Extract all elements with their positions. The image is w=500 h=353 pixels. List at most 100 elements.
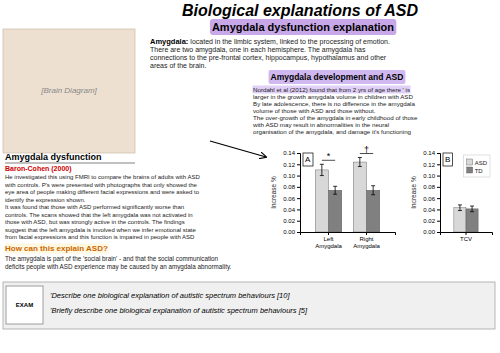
panel-label-box [303, 153, 313, 166]
legend-swatch [467, 167, 473, 173]
series [315, 158, 366, 232]
bar [329, 190, 342, 232]
x-tick-mark [466, 232, 467, 235]
how-text: The amygdala is part of the 'social brai… [5, 255, 219, 263]
x-tick: LeftAmygdala [315, 232, 342, 249]
panel-label: A [305, 155, 311, 164]
development-text: organisation of the amygdala, and damage… [253, 128, 412, 135]
exam-box [3, 282, 495, 329]
development-text: larger in the growth amygdala volume in … [253, 93, 413, 100]
y-tick-label: 0.08 [283, 184, 295, 190]
y-tick: 0.08 [423, 184, 440, 190]
axis-line [437, 154, 441, 233]
dysfunction-text: eye area of people making different faci… [5, 189, 200, 195]
y-tick-mark [297, 198, 300, 199]
y-tick-label: 0.06 [283, 196, 295, 202]
y-tick: 0.10 [283, 173, 300, 179]
panel-label: B [445, 155, 450, 164]
brain-placeholder-label: [Brain Diagram] [40, 86, 97, 95]
error-bar [358, 158, 362, 167]
dysfunction-text: with controls. P's were presented with p… [4, 182, 198, 188]
y-tick-mark [437, 221, 440, 222]
x-tick-label-line: Left [323, 236, 333, 242]
y-tick-mark [297, 209, 300, 210]
x-tick-mark [366, 232, 367, 235]
amygdala-text: located in the limbic system, linked to … [190, 38, 390, 46]
plot-marks [315, 158, 380, 232]
title: Biological explanations of ASD [182, 2, 418, 19]
legend-label: TD [475, 168, 484, 174]
y-tick: 0.00 [283, 229, 300, 235]
amygdala-text: There are two amygdala, one in each hemi… [150, 46, 366, 54]
axis-line [297, 154, 301, 233]
y-tick-mark [297, 164, 300, 165]
x-axis: TCV [441, 232, 493, 242]
axis-line [301, 233, 396, 236]
y-tick-label: 0.12 [283, 162, 295, 168]
y-tick-mark [437, 187, 440, 188]
y-tick-mark [437, 164, 440, 165]
y-tick: 0.00 [423, 229, 440, 235]
x-tick-label: TCV [460, 236, 472, 242]
y-axis: 0.000.020.040.060.080.100.120.14 [423, 150, 440, 235]
development-text: Nordahl et al (2012) found that from 2 y… [253, 86, 410, 93]
x-tick-label-line: Amygdala [353, 243, 380, 249]
y-axis: 0.00 0.02 0.04 0.06 0.08 0.10 0.12 0.14 [283, 150, 300, 235]
exam-icon [6, 286, 43, 324]
development-text: with ASD may result in abnormalities in … [252, 121, 389, 128]
x-tick-mark [328, 232, 329, 235]
infographic: Biological explanations of ASDAmygdala d… [0, 0, 500, 353]
x-tick-label-line: Amygdala [315, 243, 342, 249]
dysfunction-author: Baron-Cohen (2000) [5, 165, 72, 173]
y-tick-label: 0.08 [423, 184, 435, 190]
y-tick: 0.12 [283, 162, 300, 168]
y-tick-mark [437, 232, 440, 233]
error-bar [470, 206, 474, 212]
y-tick: 0.02 [283, 218, 300, 224]
bar [353, 162, 366, 232]
series [454, 205, 466, 232]
y-tick-label: 0.04 [423, 207, 435, 213]
y-tick-label: 0.02 [283, 218, 295, 224]
y-tick-mark [437, 198, 440, 199]
significance-marker: † [364, 145, 369, 155]
y-tick-label: 0.14 [423, 150, 435, 156]
development-text: The over-growth of the amygdala in early… [253, 114, 418, 121]
plot-marks [454, 205, 478, 232]
y-tick-label: 0.00 [423, 229, 435, 235]
y-tick-mark [297, 187, 300, 188]
y-tick: 0.04 [283, 207, 300, 213]
exam-text: 'Briefly describe one biological explana… [50, 306, 308, 315]
y-tick-label: 0.06 [423, 196, 435, 202]
y-tick-mark [297, 232, 300, 233]
dysfunction-text: identify the expression shown. [5, 197, 86, 203]
y-tick: 0.04 [423, 207, 440, 213]
amygdala-text: connections to the pre-frontal cortex, h… [150, 54, 387, 62]
x-tick: TCV [460, 232, 472, 242]
legend-frame [464, 155, 490, 177]
amygdala-text: areas of the brain. [150, 62, 206, 69]
development-text: By late adolescence, there is no differe… [253, 100, 415, 107]
bar [367, 190, 380, 232]
y-tick-label: 0.04 [283, 207, 295, 213]
y-tick: 0.08 [283, 184, 300, 190]
how-header-background [5, 244, 109, 254]
y-tick-mark [297, 176, 300, 177]
y-tick-mark [437, 176, 440, 177]
y-tick-label: 0.14 [283, 150, 295, 156]
y-tick-label: 0.00 [283, 229, 295, 235]
error-bar [333, 186, 337, 194]
dysfunction-text: suggest that the left amygdala is involv… [5, 227, 196, 233]
x-tick-label-line: TCV [460, 236, 472, 242]
x-tick-label: RightAmygdala [353, 236, 380, 249]
amygdala-term: Amygdala: [150, 37, 188, 46]
y-tick-label: 0.10 [423, 173, 435, 179]
development-text: volume of those with ASD and those witho… [253, 107, 376, 114]
y-tick-mark [297, 221, 300, 222]
y-tick-mark [437, 209, 440, 210]
series [329, 186, 380, 232]
y-tick: 0.14 [423, 150, 440, 156]
bar [315, 170, 328, 232]
dysfunction-underline [5, 163, 135, 164]
dysfunction-text: It was found that those with ASD perform… [5, 204, 184, 210]
